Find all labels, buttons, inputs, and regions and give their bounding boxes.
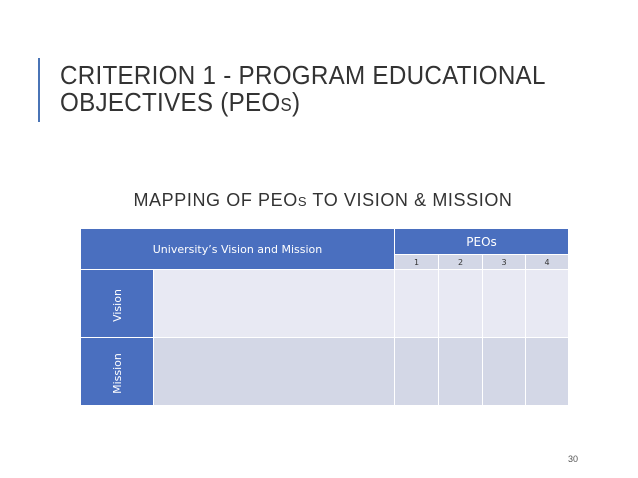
peo-number-1: 1 — [394, 254, 439, 270]
table-heading: MAPPING OF PEOS TO VISION & MISSION — [4, 190, 638, 211]
row-header-mission: Mission — [80, 337, 154, 406]
slide-title-end: ) — [291, 87, 301, 117]
peo-mapping-table: University’s Vision and Mission PEOs 1 2… — [80, 228, 570, 406]
peo-number-4: 4 — [524, 254, 570, 270]
mission-peo-3-cell — [482, 337, 526, 406]
table-heading-main: MAPPING OF PEO — [133, 190, 298, 210]
vision-statement-cell — [153, 269, 395, 338]
vision-peo-2-cell — [438, 269, 483, 338]
table-heading-end: TO VISION & MISSION — [307, 190, 513, 210]
table-row-vision: Vision — [80, 269, 570, 338]
vision-peo-4-cell — [524, 269, 570, 338]
mission-statement-cell — [153, 337, 395, 406]
vision-peo-3-cell — [482, 269, 526, 338]
row-label-vision: Vision — [110, 289, 124, 322]
table-row-mission: Mission — [80, 337, 570, 406]
slide-title-main: CRITERION 1 - PROGRAM EDUCATIONAL OBJECT… — [60, 60, 545, 117]
row-label-mission: Mission — [110, 353, 124, 394]
title-accent-bar — [38, 58, 40, 122]
row-header-vision: Vision — [80, 269, 154, 338]
mission-peo-1-cell — [394, 337, 439, 406]
vision-peo-1-cell — [394, 269, 439, 338]
mission-peo-4-cell — [524, 337, 570, 406]
peo-number-3: 3 — [482, 254, 526, 270]
mission-peo-2-cell — [438, 337, 483, 406]
table-heading-small-caps: S — [297, 194, 308, 209]
page-number: 30 — [568, 454, 579, 464]
peo-number-2: 2 — [438, 254, 483, 270]
table-header-row: University’s Vision and Mission PEOs — [80, 228, 570, 270]
header-peos: PEOs — [393, 228, 570, 255]
slide-title-small-caps: S — [280, 95, 292, 115]
header-vision-mission: University’s Vision and Mission — [80, 228, 395, 270]
slide-title: CRITERION 1 - PROGRAM EDUCATIONAL OBJECT… — [60, 62, 598, 119]
